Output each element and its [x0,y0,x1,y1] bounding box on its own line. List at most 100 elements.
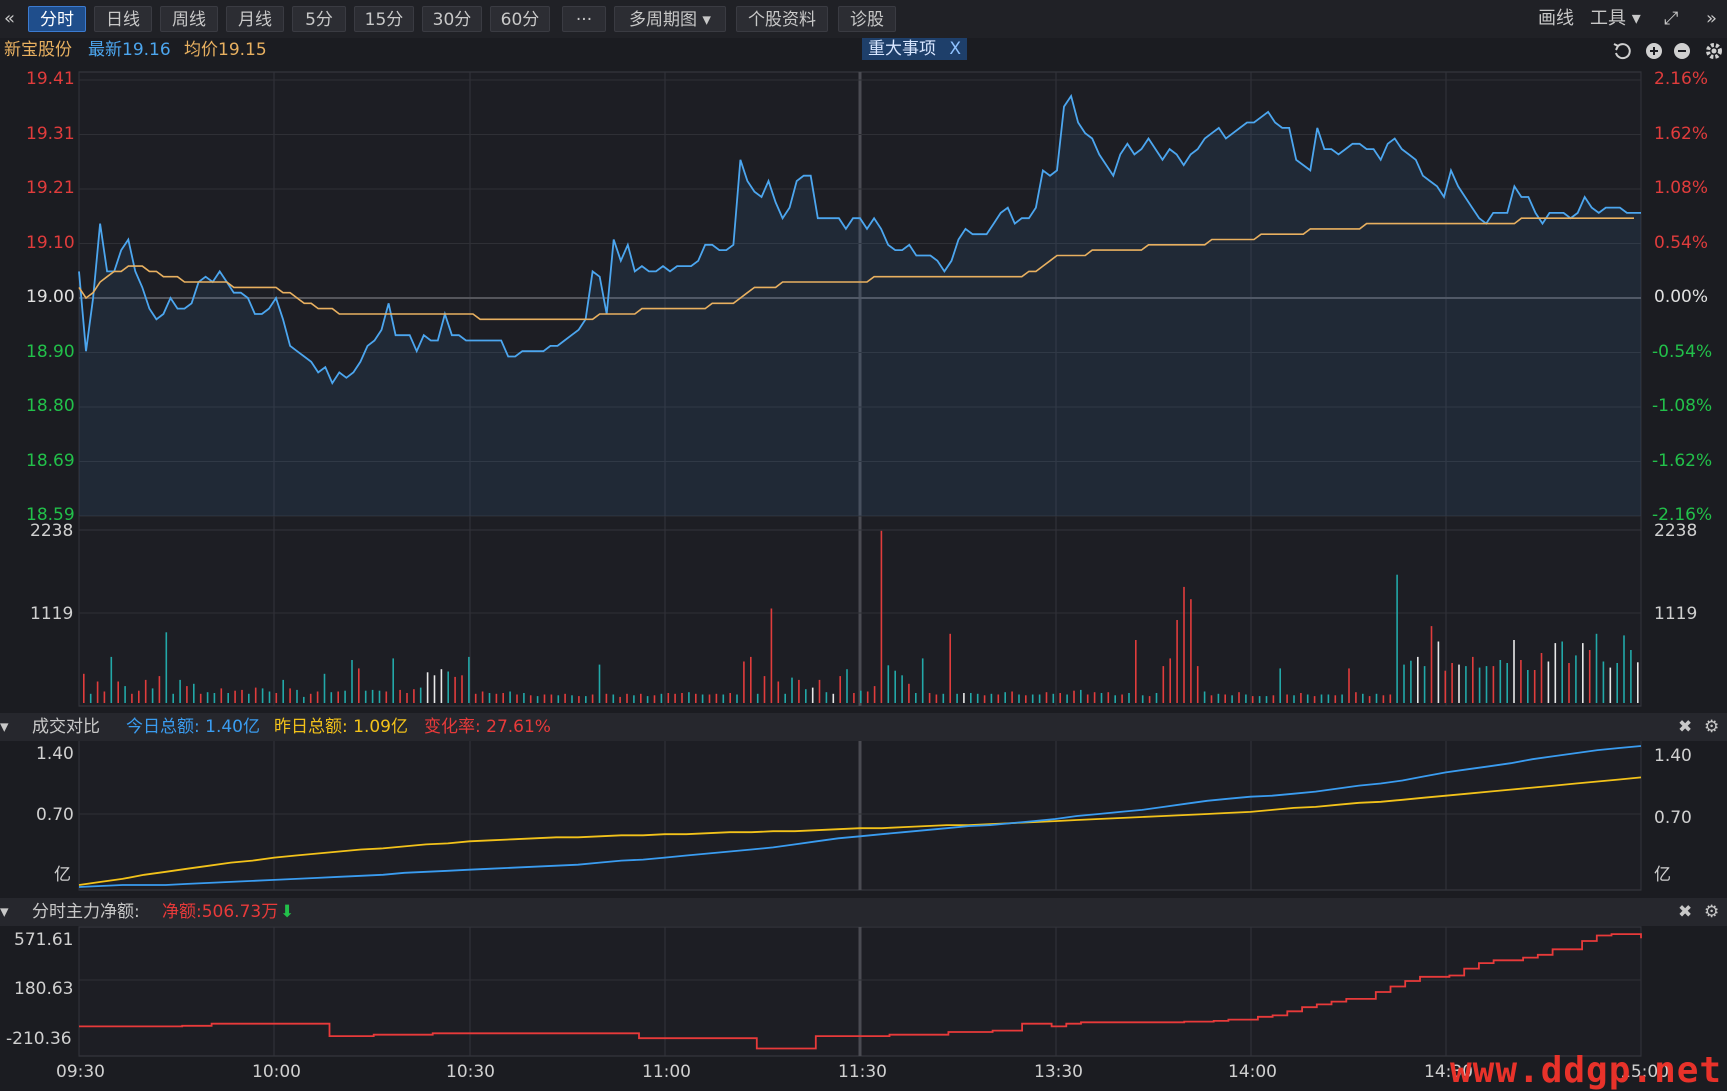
volume-bar [1059,693,1061,703]
tab-30min[interactable]: 30分 [422,6,482,32]
tab-monthly[interactable]: 月线 [226,6,284,32]
main-flow-line[interactable] [79,933,1642,1050]
close-flow-panel-icon[interactable]: ✖ [1678,902,1693,922]
price-tick: 19.21 [26,178,75,198]
volume-bar [1472,656,1474,703]
volume-bar [1265,696,1268,703]
draw-line-button[interactable]: 画线 [1538,8,1574,29]
volume-bar [440,669,443,703]
volume-bar [172,693,174,703]
tab-15min[interactable]: 15分 [354,6,414,32]
volume-bar [701,694,704,703]
volume-bar [674,693,676,703]
today-turnover-line[interactable] [78,745,1642,888]
volume-bar [131,693,133,703]
zoom-in-icon[interactable] [1646,43,1662,59]
tab-5min[interactable]: 5分 [292,6,346,32]
volume-bar [1279,668,1281,703]
volume-bar [193,683,195,703]
tools-dropdown[interactable]: 工具 ▾ [1590,8,1641,29]
volume-bar [1148,696,1151,703]
volume-bar [1100,693,1103,703]
percent-tick: 2.16% [1654,69,1709,89]
tab-daily[interactable]: 日线 [94,6,152,32]
volume-bar [1444,670,1447,703]
volume-bar [1162,666,1165,703]
turnover-tick-mid: 0.70 [36,805,74,825]
volume-tick-right: 2238 [1654,521,1698,541]
volume-bar [316,691,319,703]
turnover-panel-title: 成交对比 [32,717,100,737]
volume-bar [1334,695,1337,703]
close-icon[interactable]: X [949,39,962,59]
volume-bar [921,658,924,703]
multi-period-dropdown[interactable]: 多周期图 ▾ [614,6,726,32]
more-periods-button[interactable]: ··· [562,6,606,32]
volume-bar [1368,696,1371,703]
volume-bar [1602,661,1605,703]
volume-bar [805,689,807,703]
flow-tick-bottom: -210.36 [6,1029,72,1049]
volume-bar [1114,695,1116,703]
flow-tick-mid: 180.63 [14,979,74,999]
volume-bar [894,670,896,703]
zoom-out-icon[interactable] [1674,43,1690,59]
volume-bar [688,692,690,703]
volume-bar [1093,692,1096,703]
tab-weekly[interactable]: 周线 [160,6,218,32]
time-label-1430: 14:30 [1424,1062,1473,1082]
price-tick: 18.90 [26,341,75,362]
volume-bar [667,693,670,703]
percent-tick: -0.54% [1652,341,1713,362]
collapse-flow-panel-icon[interactable]: ▾ [0,902,9,922]
volume-bar [1362,693,1364,703]
collapse-panel-icon[interactable]: ▾ [0,717,9,737]
volume-bar [1327,694,1330,703]
close-panel-icon[interactable]: ✖ [1678,717,1693,737]
price-line[interactable] [78,93,1641,385]
volume-bar [213,693,216,703]
volume-bar [976,693,979,703]
price-tick: 19.10 [26,232,75,253]
tab-intraday[interactable]: 分时 [28,6,86,32]
major-event-tag[interactable]: 重大事项 X [862,38,968,60]
undo-icon[interactable] [1613,43,1631,60]
volume-bar [1561,641,1563,703]
yesterday-turnover-line[interactable] [78,776,1642,886]
collapse-right-icon[interactable]: » [1706,8,1718,29]
volume-bar [908,683,910,703]
volume-bar [144,679,147,703]
flow-panel-gear-icon[interactable]: ⚙ [1704,902,1720,922]
fullscreen-icon[interactable]: ⤢ [1664,8,1679,29]
volume-bar [1630,650,1632,703]
volume-bar [1121,694,1123,703]
volume-bar [523,693,525,703]
volume-bar [1141,695,1144,703]
volume-bar [419,687,422,703]
volume-bar [1348,668,1350,703]
volume-bar [1389,694,1392,703]
volume-bar [1128,693,1130,703]
period-toolbar: « 分时 日线 周线 月线 5分 15分 30分 60分 ··· 多周期图 ▾ … [0,0,1727,38]
volume-bar [495,693,498,703]
diagnose-button[interactable]: 诊股 [838,6,896,32]
collapse-left-icon[interactable]: « [4,8,16,29]
volume-bar [963,693,965,703]
volume-bar [103,691,106,703]
volume-bar [736,694,738,703]
volume-bar [1135,640,1137,703]
volume-bar [296,689,298,703]
time-label-1400: 14:00 [1228,1062,1277,1082]
price-tick: 19.00 [26,287,75,307]
panel-gear-icon[interactable]: ⚙ [1704,717,1720,737]
tab-60min[interactable]: 60分 [490,6,550,32]
today-turnover: 今日总额: 1.40亿 [126,717,260,737]
percent-tick: -2.16% [1652,505,1713,525]
volume-bar [1458,664,1460,703]
volume-bar [839,676,841,703]
volume-bar [1300,693,1302,703]
settings-gear-icon[interactable] [1706,43,1722,59]
stock-profile-button[interactable]: 个股资料 [736,6,828,32]
avg-price-line[interactable] [78,217,1634,321]
